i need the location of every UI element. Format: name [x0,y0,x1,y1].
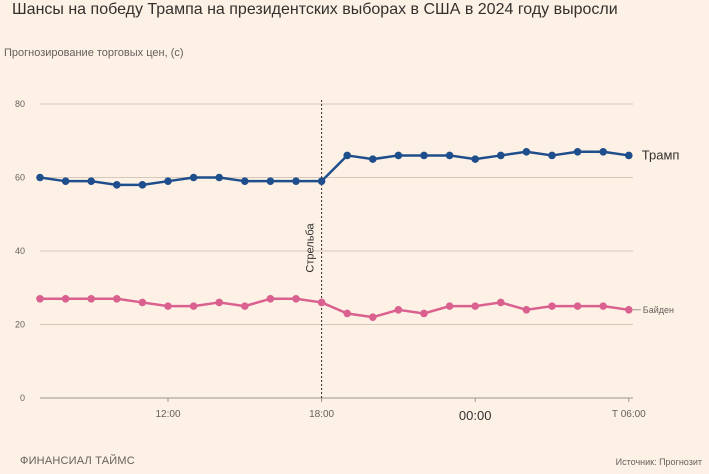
y-tick-label: 40 [15,246,25,256]
data-point [471,155,480,163]
data-point [87,294,95,303]
data-point [522,147,531,156]
y-tick-label: 60 [15,173,25,183]
data-point [548,151,556,160]
series-group [36,147,633,321]
data-point [36,294,44,303]
data-point [189,173,198,182]
data-point [471,302,480,310]
data-point [61,177,70,185]
data-point [61,294,70,303]
chart-title: Шансы на победу Трампа на президентских … [12,1,618,18]
data-point [113,294,121,303]
data-point [266,177,275,185]
data-point [266,294,275,303]
data-point [420,309,428,318]
data-point [215,298,223,307]
data-point [317,298,326,307]
data-point [138,181,147,189]
series-label: Трамп [642,147,680,162]
x-tick-label: 00:00 [459,408,492,423]
data-point [497,298,505,307]
data-point [241,177,249,185]
data-point [394,306,403,314]
data-point [343,309,352,318]
gridlines [40,103,633,399]
series-labels: Трамп Байден [632,147,680,315]
data-point [497,151,505,160]
x-axis-ticks: 12:00 18:00 00:00 Т 06:00 [155,398,646,423]
data-point [164,177,172,185]
data-point [522,306,531,314]
data-point [599,147,607,156]
data-point [189,302,198,310]
publisher-brand: ФИНАНСИАЛ ТАЙМС [20,455,135,467]
data-point [369,313,377,321]
data-point [317,177,326,185]
data-point [445,302,454,310]
series-label: Байден [643,305,674,315]
data-point [548,302,556,310]
series-line [39,150,629,187]
data-point [87,177,95,185]
data-point [394,151,403,160]
y-tick-label: 0 [20,393,25,403]
annotation-label: Стрельба [305,223,317,273]
y-axis-ticks: 0 20 40 60 80 [15,99,25,403]
x-tick-label: 12:00 [155,409,180,420]
data-point [573,302,582,310]
data-point [343,151,352,160]
data-point [420,151,428,160]
x-tick-label: Т 06:00 [612,409,646,420]
data-point [292,177,300,185]
data-point [138,298,147,307]
annotation: Стрельба [305,100,323,398]
data-point [625,306,633,314]
y-tick-label: 80 [15,99,25,109]
data-point [113,181,121,189]
x-tick-label: 18:00 [309,409,334,420]
source-note: Источник: Прогнозит [615,457,702,467]
data-point [164,302,172,310]
data-point [573,147,582,156]
series-line [40,297,629,319]
y-tick-label: 20 [15,320,25,330]
data-point [215,173,223,182]
data-point [599,302,607,310]
data-point [369,155,377,163]
data-point [241,302,249,310]
data-point [625,151,633,160]
data-point [292,294,300,303]
data-point [36,173,44,182]
data-point [445,151,454,160]
y-axis-label: Прогнозирование торговых цен, (с) [4,47,184,59]
